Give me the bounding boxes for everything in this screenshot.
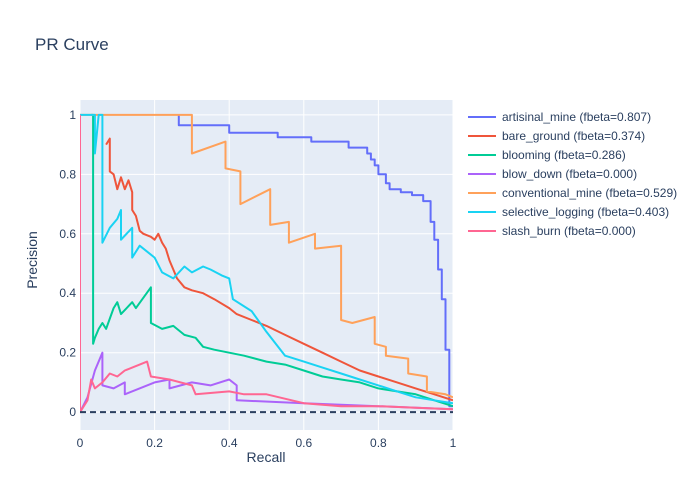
series-line-2	[91, 113, 453, 408]
series-line-1	[105, 137, 453, 402]
plot-background	[80, 100, 453, 430]
legend-label-0: artisinal_mine (fbeta=0.807)	[502, 110, 651, 124]
x-axis-ticks: 0 0.2 0.4 0.6 0.8 1	[77, 436, 457, 450]
legend-label-4: conventional_mine (fbeta=0.529)	[502, 186, 677, 200]
x-tick-label-2: 0.4	[221, 436, 238, 450]
series-line-6	[80, 114, 453, 414]
chart-title: PR Curve	[35, 35, 109, 54]
x-tick-label-1: 0.2	[146, 436, 163, 450]
x-tick-label-0: 0	[77, 436, 84, 450]
legend-item-1[interactable]: bare_ground (fbeta=0.374)	[468, 129, 645, 143]
legend-item-2[interactable]: blooming (fbeta=0.286)	[468, 148, 626, 162]
legend-item-6[interactable]: slash_burn (fbeta=0.000)	[468, 224, 636, 238]
series-line-3	[80, 351, 453, 413]
x-tick-label-5: 1	[450, 436, 457, 450]
series-line-4	[80, 113, 453, 399]
y-tick-label-1: 0.2	[59, 346, 76, 360]
legend-label-6: slash_burn (fbeta=0.000)	[502, 224, 636, 238]
legend[interactable]: artisinal_mine (fbeta=0.807) bare_ground …	[468, 110, 677, 238]
legend-item-3[interactable]: blow_down (fbeta=0.000)	[468, 167, 637, 181]
x-tick-label-3: 0.6	[295, 436, 312, 450]
legend-item-5[interactable]: selective_logging (fbeta=0.403)	[468, 205, 669, 219]
y-axis-ticks: 0 0.2 0.4 0.6 0.8 1	[59, 108, 76, 419]
legend-label-1: bare_ground (fbeta=0.374)	[502, 129, 645, 143]
y-tick-label-3: 0.6	[59, 227, 76, 241]
x-axis-title: Recall	[247, 449, 286, 465]
legend-label-5: selective_logging (fbeta=0.403)	[502, 205, 669, 219]
legend-item-0[interactable]: artisinal_mine (fbeta=0.807)	[468, 110, 651, 124]
legend-label-3: blow_down (fbeta=0.000)	[502, 167, 637, 181]
y-tick-label-4: 0.8	[59, 167, 76, 181]
legend-item-4[interactable]: conventional_mine (fbeta=0.529)	[468, 186, 677, 200]
series-lines	[80, 113, 453, 414]
y-axis-title: Precision	[24, 231, 40, 289]
series-line-0	[177, 114, 453, 408]
legend-label-2: blooming (fbeta=0.286)	[502, 148, 626, 162]
series-line-5	[80, 113, 453, 405]
y-tick-label-0: 0	[69, 405, 76, 419]
y-tick-label-5: 1	[69, 108, 76, 122]
y-tick-label-2: 0.4	[59, 286, 76, 300]
x-tick-label-4: 0.8	[370, 436, 387, 450]
